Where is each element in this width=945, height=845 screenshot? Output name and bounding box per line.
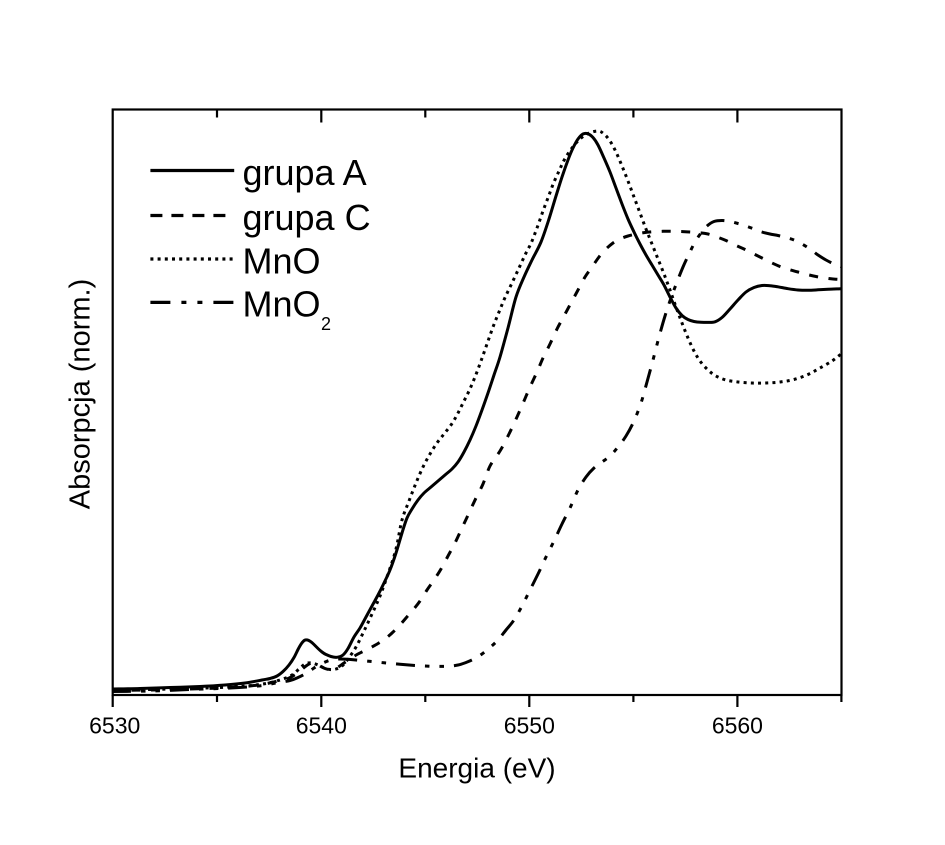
svg-text:2: 2 <box>321 314 331 334</box>
svg-text:6540: 6540 <box>296 713 347 739</box>
svg-text:grupa C: grupa C <box>243 197 371 238</box>
svg-text:6550: 6550 <box>504 713 555 739</box>
svg-text:MnO: MnO <box>243 240 321 281</box>
svg-text:6530: 6530 <box>89 713 140 739</box>
svg-text:MnO: MnO <box>243 284 321 325</box>
svg-text:Energia (eV): Energia (eV) <box>398 753 555 784</box>
svg-text:Absorpcja (norm.): Absorpcja (norm.) <box>65 279 97 509</box>
svg-text:6560: 6560 <box>712 713 763 739</box>
svg-text:grupa A: grupa A <box>243 152 367 193</box>
